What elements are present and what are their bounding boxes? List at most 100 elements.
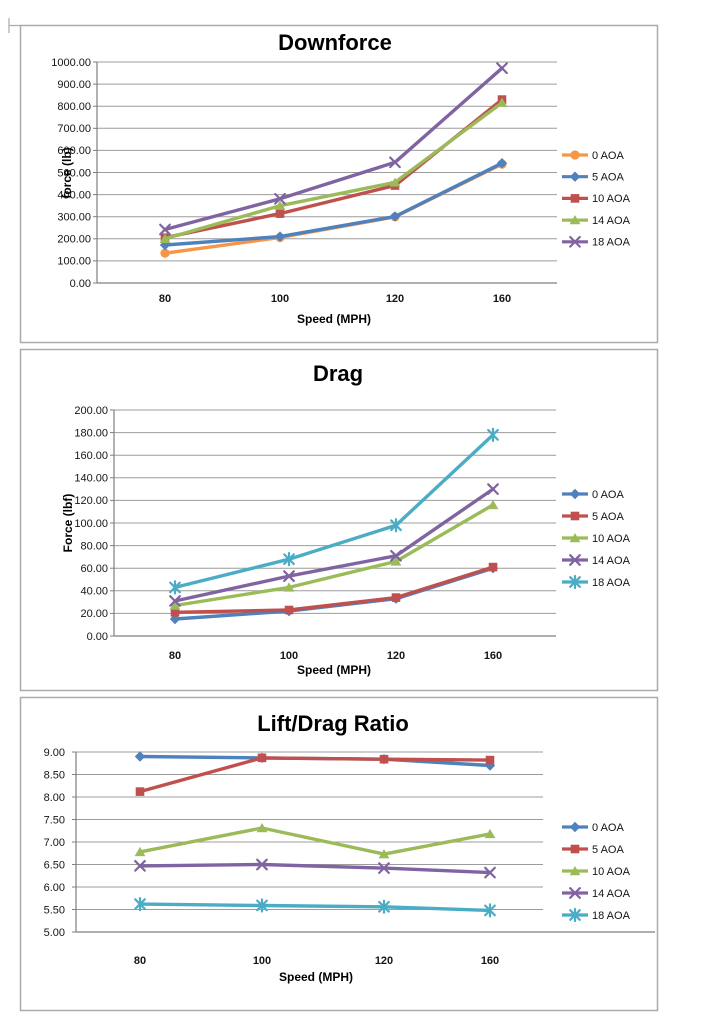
x-tick-label: 100 — [271, 293, 289, 305]
x-tick-label: 100 — [253, 955, 271, 967]
chart-drag: 0.00 20.00 40.00 60.00 80.00 100.00 120.00 140.… — [74, 405, 630, 662]
series-marker-18-aoa — [496, 62, 508, 75]
legend-item-10-aoa: 10 AOA — [562, 533, 631, 545]
legend-label: 18 AOA — [592, 577, 631, 589]
series-marker-10-aoa — [134, 846, 146, 857]
series-marker-10-aoa — [487, 499, 499, 510]
y-tick-label: 5.50 — [44, 904, 65, 916]
y-tick-label: 600.00 — [57, 145, 91, 157]
legend-marker — [570, 844, 580, 854]
series-marker-18-aoa — [484, 903, 496, 918]
downforce-y-axis-title: force (lb) — [60, 147, 74, 198]
series-line-18-aoa — [138, 902, 492, 913]
series-marker-10-aoa — [378, 849, 390, 859]
legend-item-10-aoa: 10 AOA — [562, 193, 631, 205]
x-tick-label: 160 — [493, 293, 511, 305]
series-marker-5-aoa — [379, 754, 389, 764]
legend-label: 0 AOA — [592, 822, 624, 834]
series-marker-14-aoa — [496, 97, 508, 107]
series-marker-5-aoa — [391, 593, 401, 602]
series-marker-10-aoa — [390, 556, 402, 566]
series-marker-10-aoa — [169, 600, 181, 610]
lift-drag-ratio-chart-title: Lift/Drag Ratio — [257, 711, 409, 736]
legend-marker — [569, 488, 581, 500]
legend-item-0-aoa: 0 AOA — [562, 150, 624, 162]
series-marker-5-aoa — [257, 753, 267, 763]
y-tick-label: 200.00 — [57, 234, 91, 246]
legend-item-14-aoa: 14 AOA — [562, 215, 631, 227]
x-tick-label: 100 — [280, 650, 298, 662]
y-tick-label: 700.00 — [57, 123, 91, 135]
legend-label: 14 AOA — [592, 555, 631, 567]
legend-item-0-aoa: 0 AOA — [562, 821, 624, 834]
series-line-14-aoa — [138, 862, 492, 875]
x-tick-label: 120 — [386, 293, 404, 305]
series-marker-5-aoa — [485, 755, 495, 765]
series-line-10-aoa — [138, 826, 492, 856]
legend-marker — [569, 235, 581, 248]
chart-panel-downforce — [19, 24, 659, 344]
x-tick-label: 120 — [375, 955, 393, 967]
series-line-18-aoa — [173, 433, 495, 590]
series-marker-14-aoa — [378, 862, 390, 874]
legend-item-18-aoa: 18 AOA — [562, 574, 631, 590]
legend-lift-drag-ratio: 0 AOA 5 AOA 10 AOA 14 AOA 18 AOA — [562, 821, 631, 923]
series-marker-5-aoa — [170, 607, 180, 617]
y-tick-label: 9.00 — [44, 747, 65, 759]
y-tick-label: 900.00 — [57, 79, 91, 91]
legend-item-5-aoa: 5 AOA — [562, 171, 624, 184]
y-tick-label: 8.00 — [44, 792, 65, 804]
legend-marker — [569, 533, 581, 543]
series-marker-18-aoa — [274, 192, 286, 205]
x-tick-label: 160 — [481, 955, 499, 967]
y-tick-label: 80.00 — [80, 540, 108, 552]
y-tick-label: 400.00 — [57, 189, 91, 201]
y-tick-label: 140.00 — [74, 473, 108, 485]
legend-downforce: 0 AOA 5 AOA 10 AOA 14 AOA 18 AOA — [562, 150, 631, 249]
series-marker-14-aoa — [274, 200, 286, 210]
downforce-x-axis-title: Speed (MPH) — [297, 312, 371, 326]
legend-item-10-aoa: 10 AOA — [562, 866, 631, 878]
legend-item-18-aoa: 18 AOA — [562, 235, 631, 249]
legend-label: 18 AOA — [592, 237, 631, 249]
chart-panel-drag — [19, 348, 659, 692]
chart-downforce: 0.00 100.00 200.00 300.00 400.00 500.00 600.00… — [51, 57, 630, 305]
series-marker-14-aoa — [256, 858, 268, 871]
legend-item-14-aoa: 14 AOA — [562, 554, 631, 567]
series-marker-14-aoa — [283, 570, 295, 583]
x-tick-label: 120 — [387, 650, 405, 662]
series-marker-10-aoa — [484, 828, 496, 839]
y-tick-label: 500.00 — [57, 167, 91, 179]
series-marker-5-aoa — [284, 605, 294, 615]
legend-marker — [569, 574, 581, 590]
series-line-10-aoa — [173, 503, 495, 608]
series-line-5-aoa — [163, 161, 504, 247]
series-marker-5-aoa — [496, 158, 508, 169]
legend-label: 5 AOA — [592, 844, 624, 856]
legend-marker — [569, 907, 581, 923]
legend-marker — [569, 171, 581, 182]
legend-label: 14 AOA — [592, 888, 631, 900]
legend-marker — [569, 215, 581, 225]
y-tick-label: 60.00 — [80, 563, 108, 575]
y-tick-label: 100.00 — [57, 256, 91, 268]
series-marker-18-aoa — [283, 552, 295, 567]
y-tick-label: 800.00 — [57, 101, 91, 113]
legend-item-14-aoa: 14 AOA — [562, 887, 631, 900]
y-tick-label: 100.00 — [74, 518, 108, 530]
x-tick-label: 80 — [169, 650, 181, 662]
y-tick-label: 40.00 — [80, 586, 108, 598]
legend-label: 5 AOA — [592, 511, 624, 523]
legend-marker — [569, 887, 581, 899]
drag-x-axis-title: Speed (MPH) — [297, 663, 371, 677]
series-marker-10-aoa — [256, 823, 268, 833]
series-marker-14-aoa — [389, 177, 401, 187]
drag-chart-title: Drag — [313, 361, 363, 386]
legend-item-0-aoa: 0 AOA — [562, 488, 624, 501]
series-marker-0-aoa — [134, 751, 146, 762]
series-marker-18-aoa — [389, 156, 401, 169]
series-marker-14-aoa — [487, 483, 499, 495]
partial-border-artifact — [8, 18, 20, 33]
